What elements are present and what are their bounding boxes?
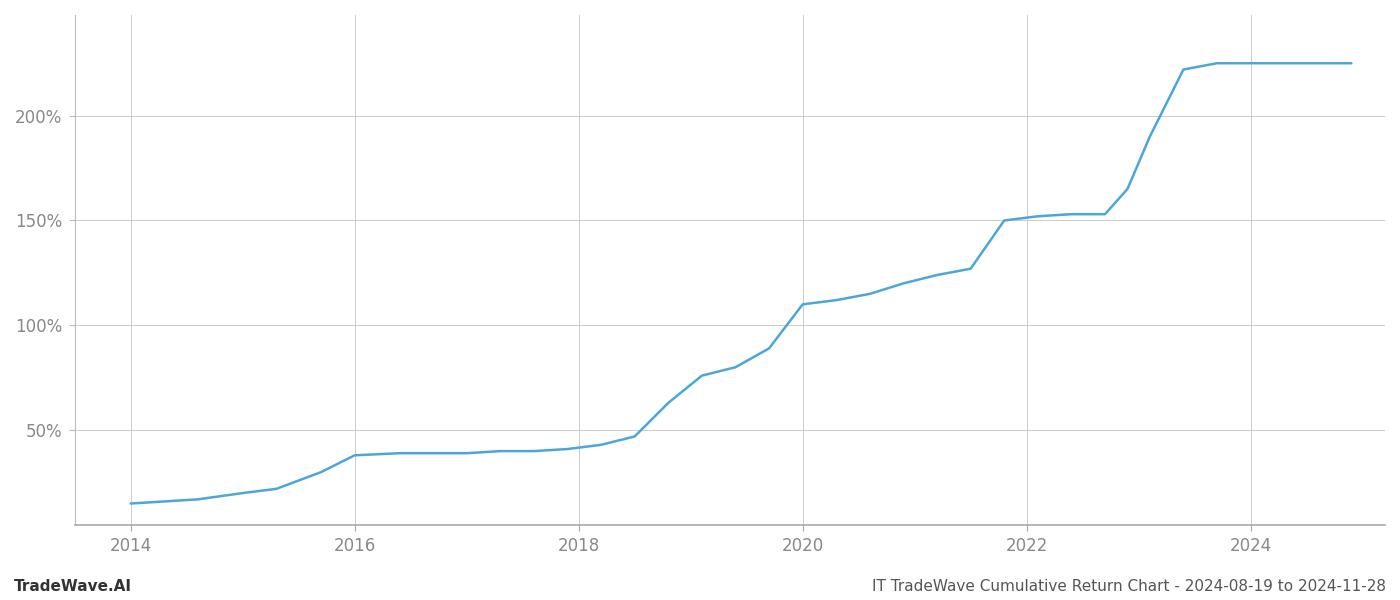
Text: IT TradeWave Cumulative Return Chart - 2024-08-19 to 2024-11-28: IT TradeWave Cumulative Return Chart - 2… xyxy=(872,579,1386,594)
Text: TradeWave.AI: TradeWave.AI xyxy=(14,579,132,594)
